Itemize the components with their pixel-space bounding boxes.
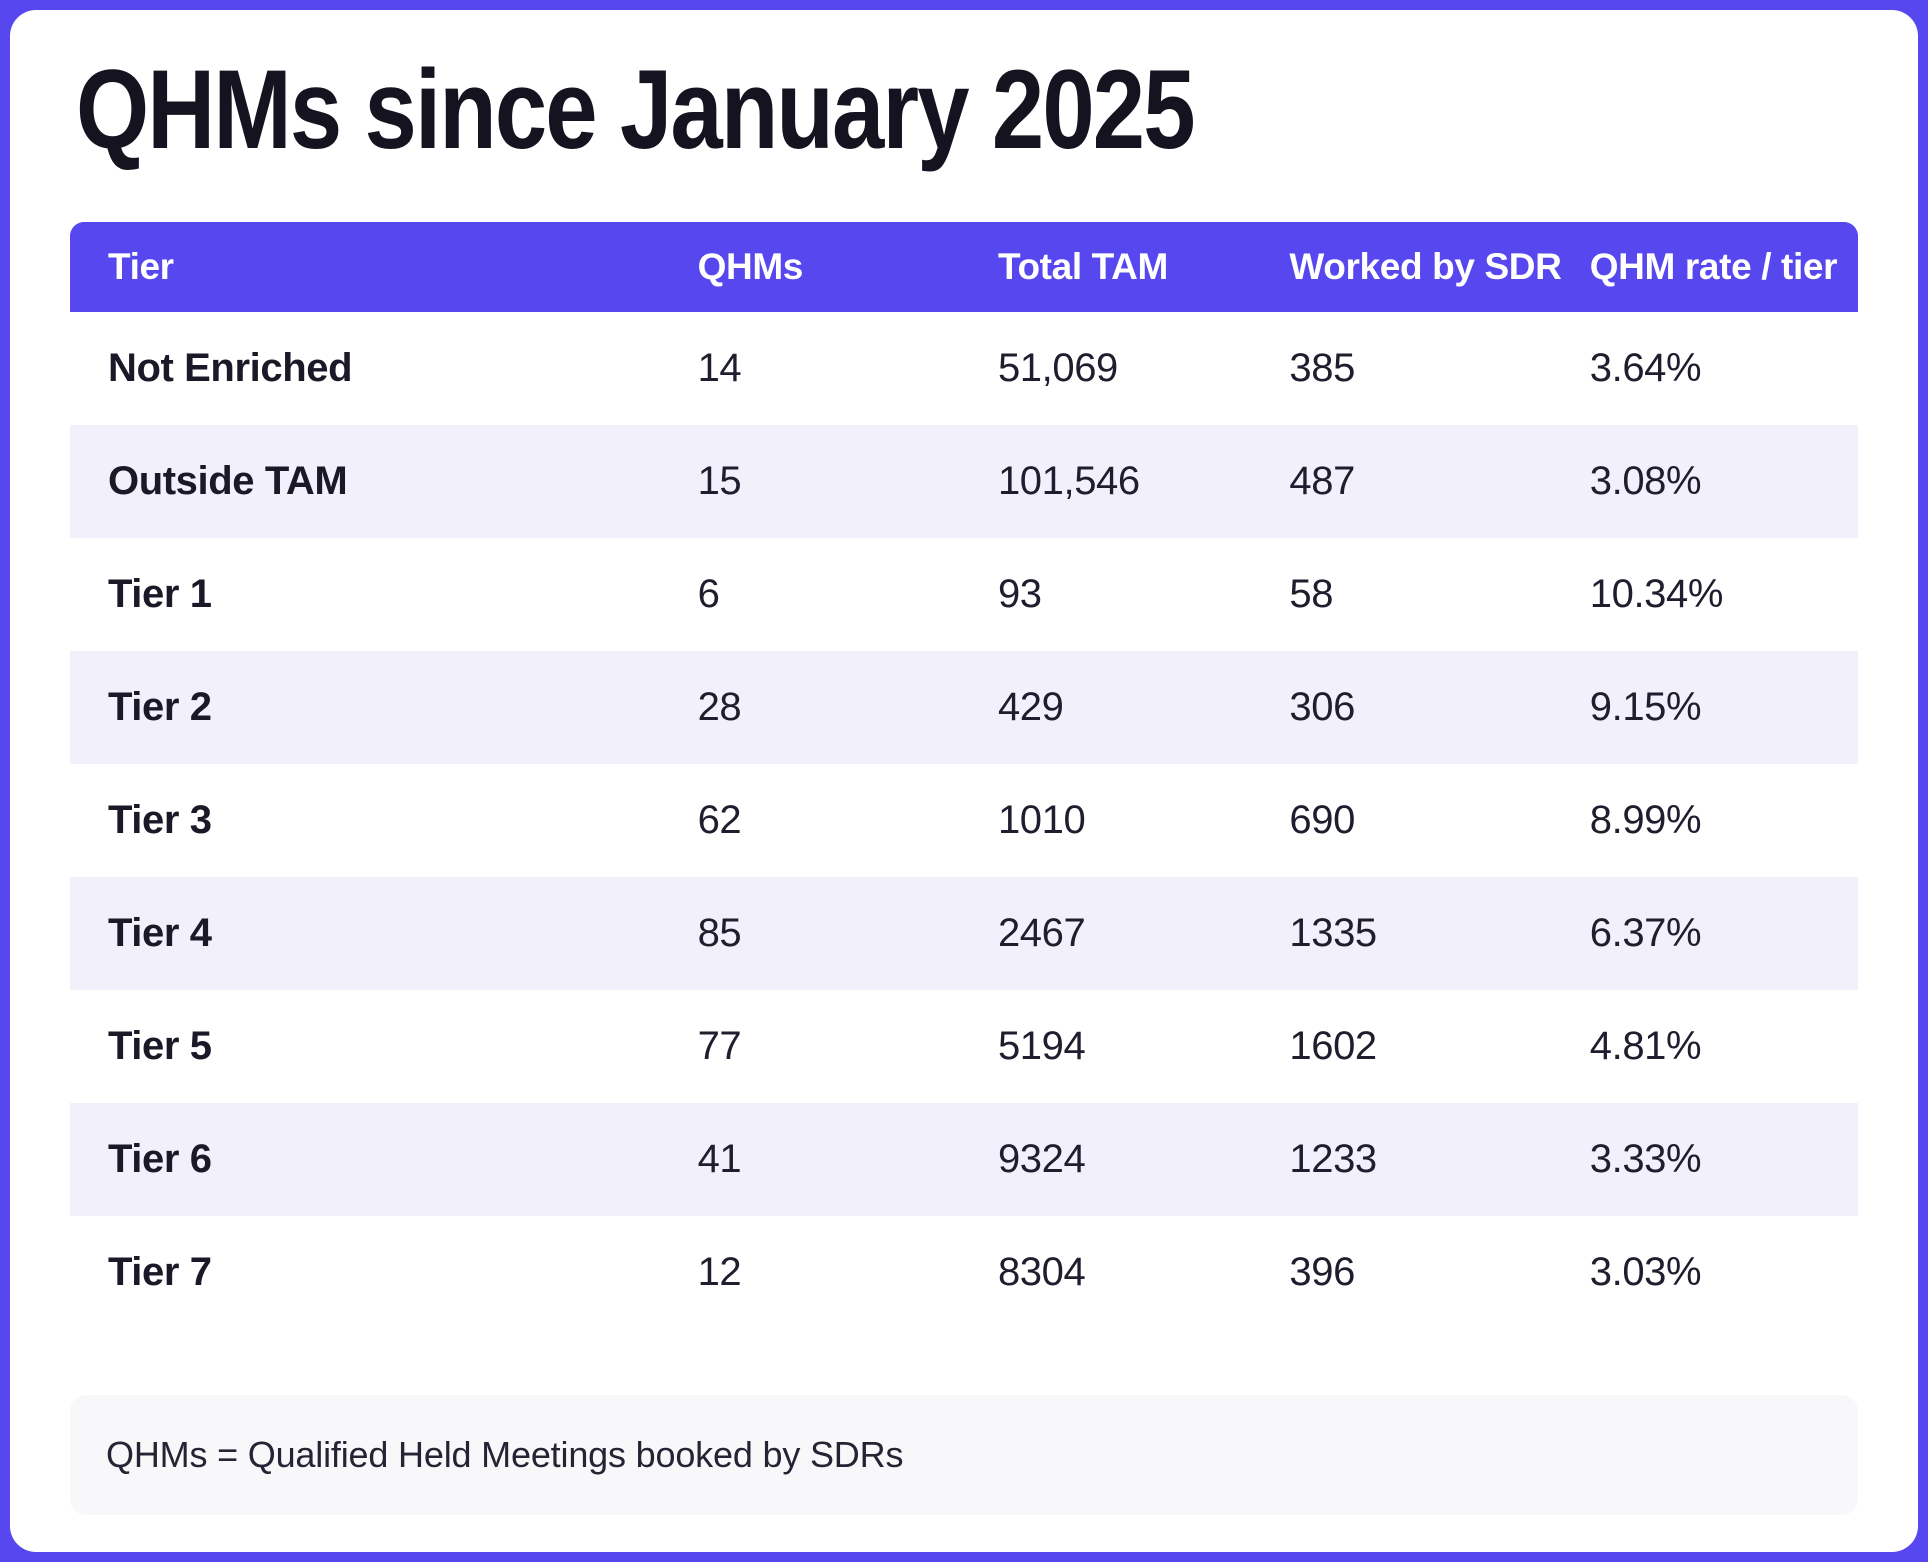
cell-qhm-rate: 3.64% [1589,345,1702,390]
cell-tier: Tier 4 [108,910,212,955]
table-row: Tier 3 62 1010 690 8.99% [70,763,1858,877]
cell-tier: Outside TAM [108,458,348,503]
table-row: Tier 4 85 2467 1335 6.37% [70,876,1858,990]
cell-total-tam: 51,069 [997,345,1118,390]
cell-qhms: 15 [697,458,742,503]
cell-worked-by-sdr: 58 [1289,571,1334,616]
header-cell-tier: Tier [108,245,174,287]
cell-tier: Tier 7 [108,1249,212,1294]
cell-total-tam: 429 [997,684,1064,729]
cell-tier: Tier 1 [108,571,212,616]
cell-tier: Tier 6 [108,1136,212,1181]
cell-qhm-rate: 10.34% [1589,571,1724,616]
cell-tier: Tier 2 [108,684,212,729]
cell-qhms: 12 [697,1249,742,1294]
table-row: Tier 7 12 8304 396 3.03% [70,1215,1858,1329]
cell-total-tam: 101,546 [997,458,1140,503]
table-body: Not Enriched 14 51,069 385 3.64% Outside TAM 1… [70,311,1858,1329]
header-cell-total-tam: Total TAM [997,245,1168,287]
cell-qhm-rate: 4.81% [1589,1023,1702,1068]
cell-worked-by-sdr: 690 [1289,797,1355,842]
footnote-text: QHMs = Qualified Held Meetings booked by… [106,1433,904,1475]
cell-qhms: 6 [697,571,720,616]
report-card: QHMs since January 2025 Tier QHMs Total TA… [10,10,1918,1552]
cell-qhm-rate: 8.99% [1589,797,1702,842]
table-row: Tier 2 28 429 306 9.15% [70,650,1858,764]
cell-worked-by-sdr: 1335 [1289,910,1377,955]
cell-qhms: 41 [697,1136,742,1181]
cell-worked-by-sdr: 1233 [1289,1136,1377,1181]
cell-qhm-rate: 3.08% [1589,458,1702,503]
table-row: Tier 5 77 5194 1602 4.81% [70,989,1858,1103]
page-title: QHMs since January 2025 [76,47,1196,172]
cell-total-tam: 1010 [997,797,1086,842]
cell-qhm-rate: 9.15% [1589,684,1702,729]
cell-qhm-rate: 3.03% [1589,1249,1702,1294]
cell-qhm-rate: 6.37% [1589,910,1702,955]
table-row: Tier 6 41 9324 1233 3.33% [70,1102,1858,1216]
cell-qhms: 28 [697,684,742,729]
cell-qhm-rate: 3.33% [1589,1136,1702,1181]
cell-worked-by-sdr: 1602 [1289,1023,1377,1068]
cell-total-tam: 8304 [997,1249,1086,1294]
cell-qhms: 85 [697,910,742,955]
table-row: Outside TAM 15 101,546 487 3.08% [70,424,1858,538]
cell-total-tam: 9324 [997,1136,1086,1181]
cell-qhms: 62 [697,797,742,842]
cell-total-tam: 2467 [997,910,1086,955]
cell-qhms: 77 [697,1023,742,1068]
cell-qhms: 14 [697,345,742,390]
cell-tier: Not Enriched [108,345,353,390]
cell-tier: Tier 5 [108,1023,212,1068]
header-cell-worked-by-sdr: Worked by SDR [1289,245,1562,287]
qhm-table: Tier QHMs Total TAM Worked by SDR QHM rate /… [70,221,1858,1329]
table-row: Tier 1 6 93 58 10.34% [70,537,1858,651]
table-header: Tier QHMs Total TAM Worked by SDR QHM rate /… [70,221,1858,312]
table-row: Not Enriched 14 51,069 385 3.64% [70,311,1858,425]
footnote-box: QHMs = Qualified Held Meetings booked by… [70,1394,1858,1515]
cell-total-tam: 5194 [997,1023,1086,1068]
cell-worked-by-sdr: 487 [1289,458,1355,503]
cell-worked-by-sdr: 396 [1289,1249,1355,1294]
header-cell-qhm-rate: QHM rate / tier [1589,245,1838,287]
cell-total-tam: 93 [997,571,1042,616]
cell-worked-by-sdr: 306 [1289,684,1355,729]
header-cell-qhms: QHMs [697,245,804,287]
cell-worked-by-sdr: 385 [1289,345,1355,390]
cell-tier: Tier 3 [108,797,212,842]
